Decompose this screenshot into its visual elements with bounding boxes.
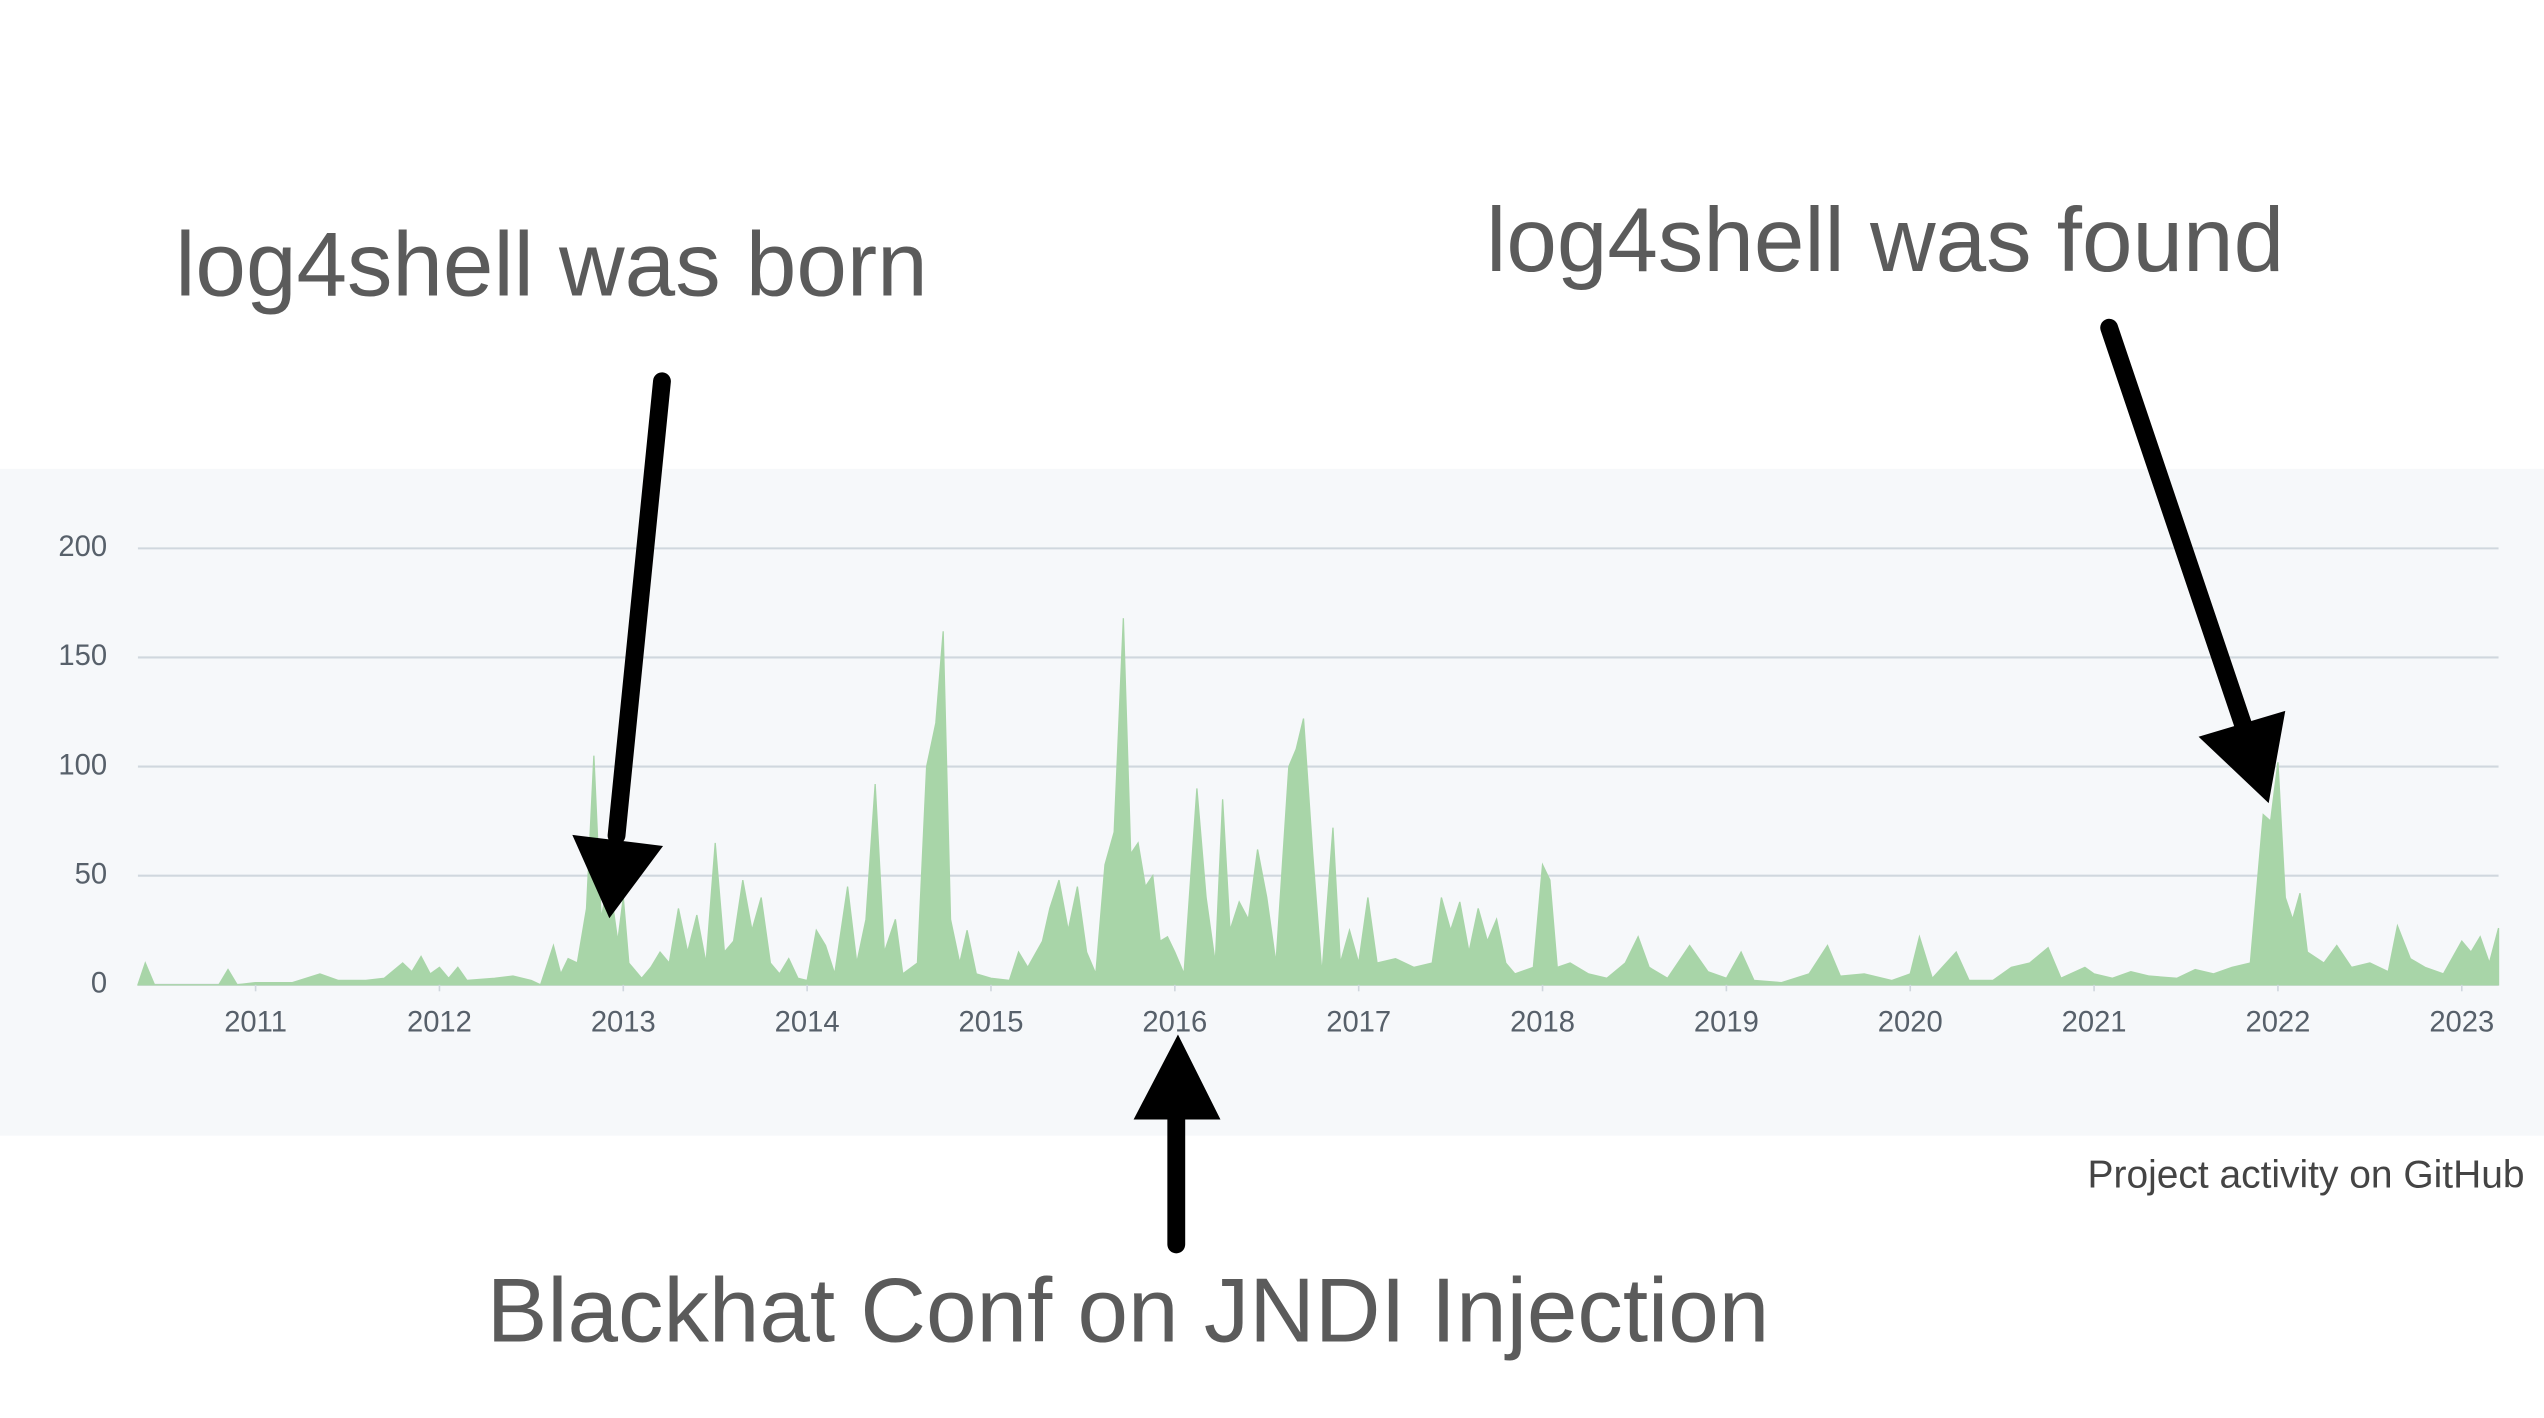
x-tick-label: 2023 (2429, 1006, 2494, 1038)
y-tick-label: 150 (58, 640, 107, 672)
arrow-head (1133, 1034, 1221, 1120)
annotation: log4shell was born (175, 214, 927, 315)
y-tick-label: 200 (58, 531, 107, 563)
x-tick-label: 2021 (2062, 1006, 2127, 1038)
chart-panel (0, 468, 2544, 1136)
activity-area (137, 618, 2500, 986)
arrow-shaft (607, 372, 671, 845)
plot: 0 50 100 150 200 2011 2012 2013 2014 2015 2016 2017… (58, 531, 2500, 1038)
x-tick-label: 2017 (1326, 1006, 1391, 1038)
arrow-head (572, 834, 664, 919)
arrows (572, 318, 2286, 1254)
x-tick-label: 2011 (224, 1006, 287, 1038)
x-tick-label: 2013 (591, 1006, 656, 1038)
x-tick-label: 2018 (1510, 1006, 1575, 1038)
caption: Project activity on GitHub (2088, 1154, 2525, 1197)
x-tick-label: 2022 (2245, 1006, 2310, 1038)
arrow-shaft (2100, 318, 2253, 736)
y-tick-label: 0 (91, 968, 107, 1000)
arrow-head (2198, 710, 2286, 804)
x-tick-label: 2016 (1142, 1006, 1207, 1038)
x-tick-label: 2015 (959, 1006, 1024, 1038)
annotation: Blackhat Conf on JNDI Injection (487, 1261, 1770, 1362)
x-tick-label: 2020 (1878, 1006, 1943, 1038)
x-tick-label: 2012 (407, 1006, 472, 1038)
y-tick-label: 50 (75, 858, 107, 890)
annotation: log4shell was found (1486, 190, 2284, 291)
x-tick-label: 2014 (775, 1006, 840, 1038)
y-tick-label: 100 (58, 749, 107, 781)
x-tick-label: 2019 (1694, 1006, 1759, 1038)
